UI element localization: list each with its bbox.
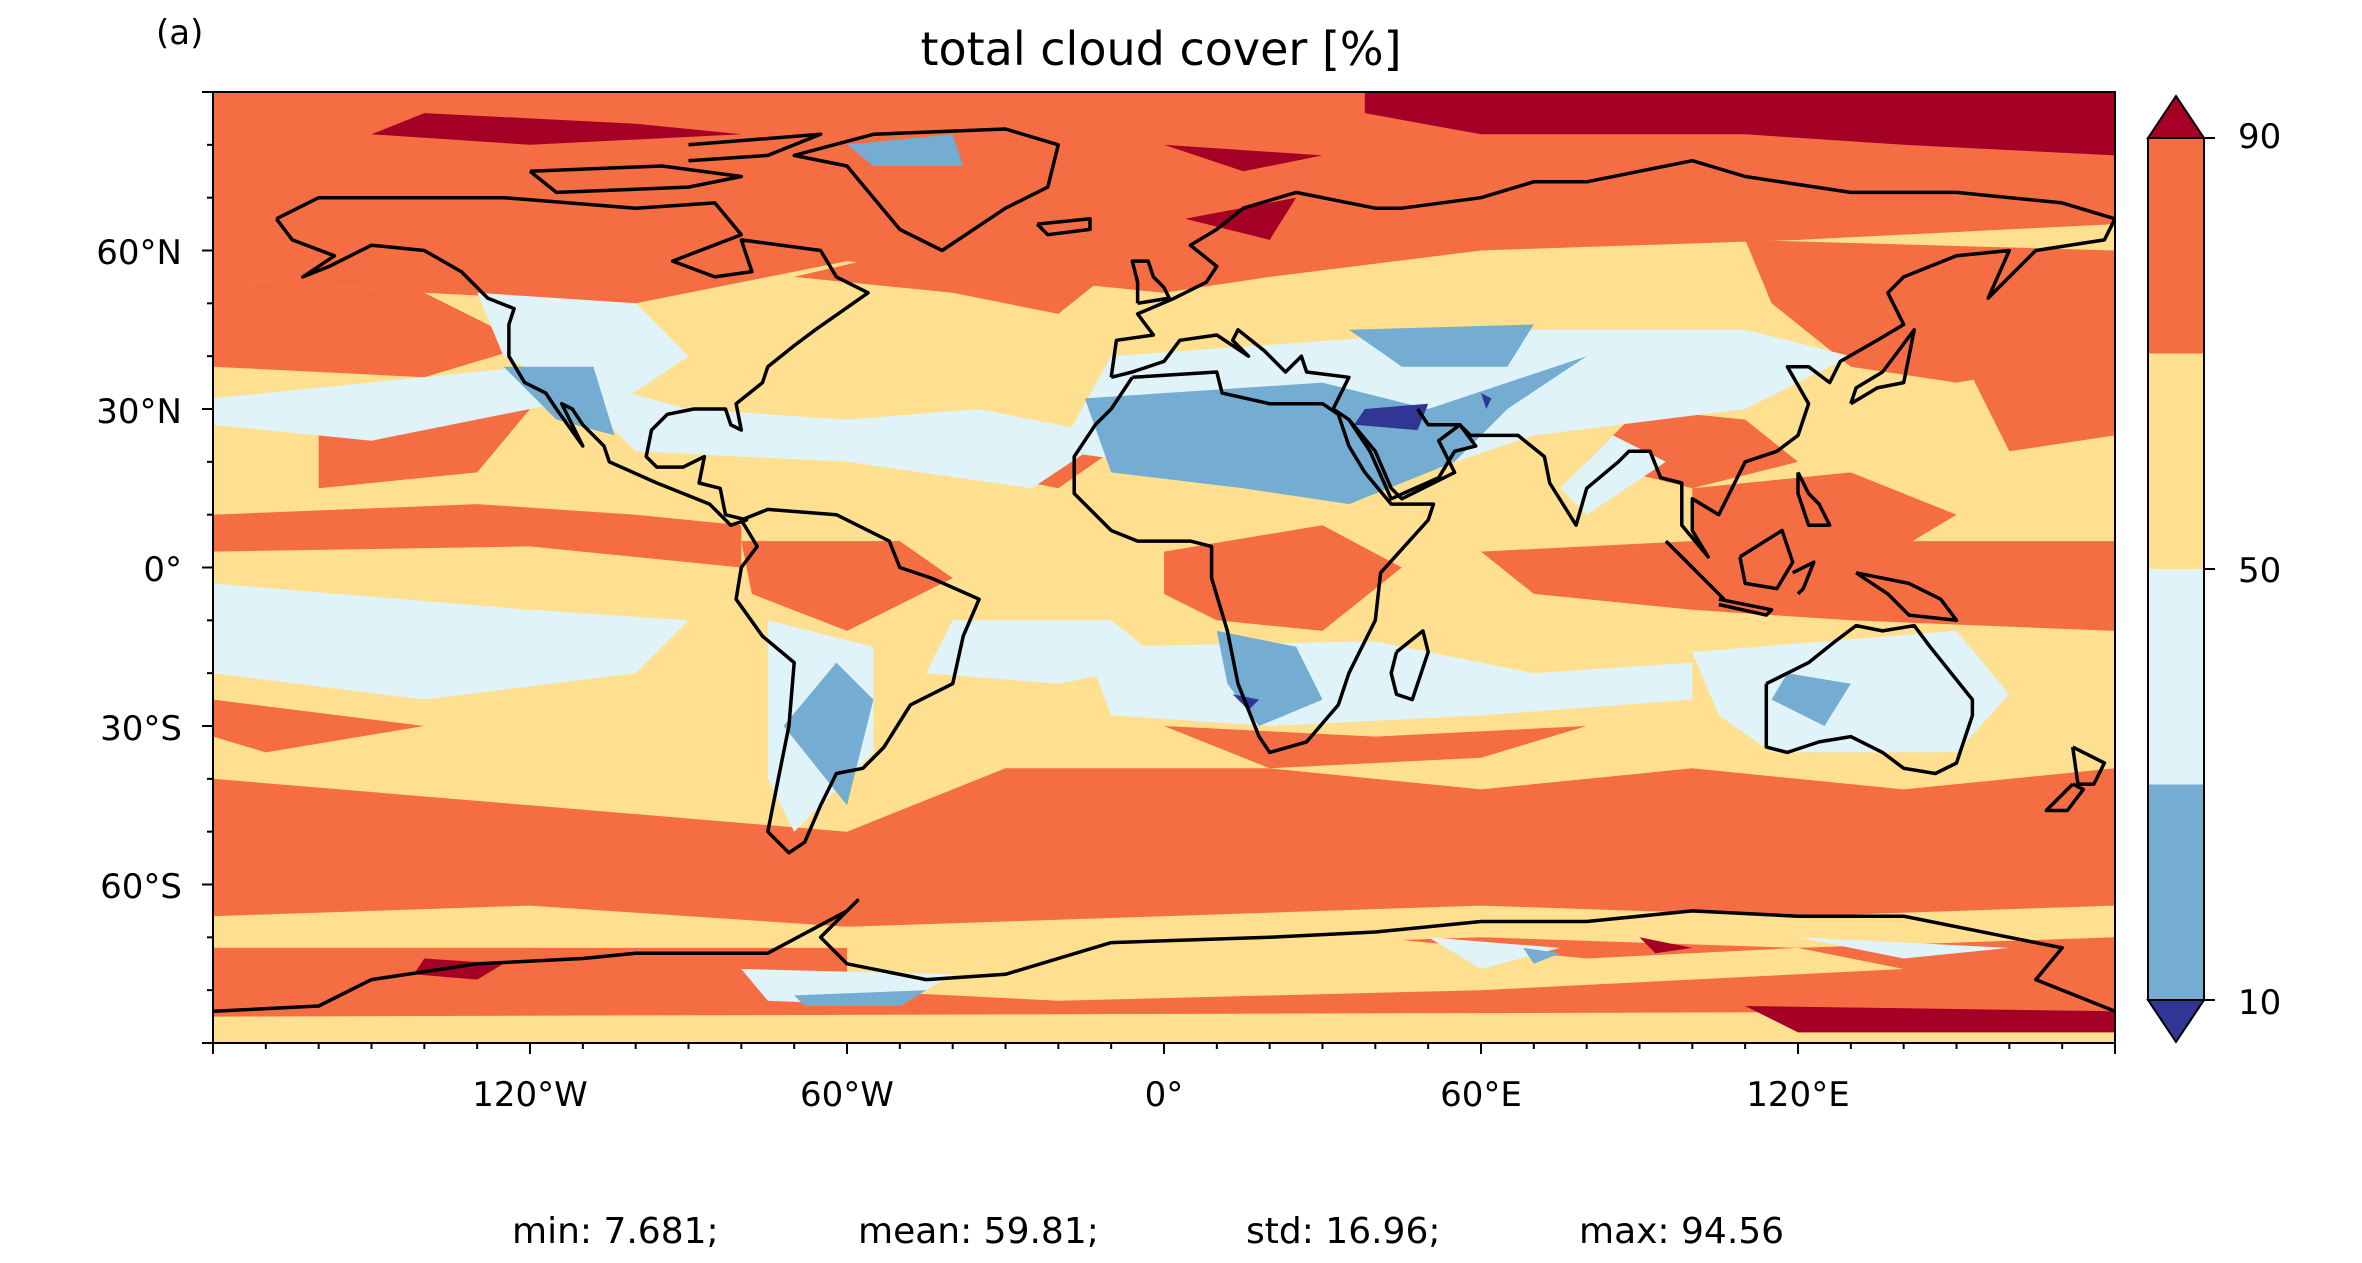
cloud-region: [213, 276, 530, 378]
coastline-segment: [1849, 328, 1916, 406]
cloud-region: [847, 937, 1904, 1001]
coastline-segment: [2070, 745, 2107, 786]
coastline-segment: [1072, 370, 1436, 755]
colorbar: [2146, 94, 2215, 1044]
cloud-region: [1164, 144, 1323, 172]
stat-mean: mean: 59.81;: [858, 1211, 1099, 1252]
cloud-region: [1164, 726, 1587, 769]
cloud-region: [213, 92, 2115, 304]
cloud-region: [213, 229, 266, 304]
coastlines: [213, 127, 2115, 1014]
cloud-region: [1692, 630, 2010, 753]
cloud-region: [1956, 329, 2115, 452]
cloud-region: [1745, 1006, 2115, 1033]
cloud-region: [1428, 937, 1561, 969]
cloud-region: [503, 366, 615, 436]
colorbar-segment: [2148, 353, 2204, 569]
panel-label: (a): [156, 13, 203, 53]
coastline-segment: [1764, 623, 1975, 776]
colorbar-label-10: 10: [2238, 983, 2281, 1023]
coastline-segment: [1130, 259, 1172, 306]
longitude-ticks: [212, 1043, 2116, 1054]
cloud-region: [1639, 937, 1693, 954]
lat-label-30n: 30°N: [96, 392, 182, 432]
lat-label-0: 0°: [143, 550, 182, 590]
coastline-segment: [1738, 528, 1795, 591]
coastline-segment: [275, 195, 870, 527]
cloud-region: [477, 292, 689, 409]
cloud-region: [213, 1011, 2115, 1043]
coastline-segment: [792, 127, 1061, 253]
map-title: total cloud cover [%]: [920, 22, 1401, 76]
colorbar-segment: [2148, 138, 2204, 354]
coastline-segment: [1347, 408, 1478, 501]
coastline-segment: [1855, 571, 1959, 623]
coastline-segment: [1796, 471, 1832, 527]
map-area: [212, 91, 2116, 1044]
cloud-region: [371, 113, 742, 145]
cloud-region: [1771, 673, 1851, 726]
cloud-region: [213, 366, 1112, 489]
coastline-segment: [1109, 158, 2115, 559]
cloud-region: [213, 905, 2115, 959]
lon-label-120w: 120°W: [472, 1075, 588, 1115]
cloud-region: [1354, 403, 1429, 431]
colorbar-segment: [2148, 784, 2204, 1000]
colorbar-label-90: 90: [2238, 117, 2281, 157]
cloud-field: [213, 92, 2115, 1043]
cloud-region: [794, 239, 1112, 314]
cloud-region: [1798, 937, 2010, 959]
cloud-region: [213, 699, 425, 753]
coastline-segment: [1389, 629, 1430, 702]
colorbar-label-50: 50: [2238, 551, 2281, 591]
lat-label-60s: 60°S: [100, 867, 182, 907]
cloud-region: [794, 990, 927, 1006]
coastline-segment: [1718, 597, 1774, 617]
colorbar-segment: [2148, 569, 2204, 785]
cloud-region: [847, 134, 964, 166]
cloud-region: [1364, 92, 2115, 156]
coastline-segment: [1791, 560, 1816, 596]
cloud-region: [1523, 947, 1561, 964]
coastline-segment: [688, 132, 823, 163]
stat-std: std: 16.96;: [1246, 1211, 1440, 1252]
cloud-region: [1185, 197, 1297, 240]
coastline-segment: [213, 898, 2115, 1014]
lon-label-60w: 60°W: [800, 1075, 894, 1115]
cloud-region: [1481, 393, 1492, 409]
cloud-region: [213, 583, 689, 700]
cloud-region: [1692, 472, 1957, 594]
colorbar-under-arrow: [2146, 999, 2206, 1044]
cloud-region: [213, 504, 742, 568]
lon-label-60e: 60°E: [1440, 1075, 1522, 1115]
cloud-region: [1560, 435, 1666, 515]
lon-label-120e: 120°E: [1746, 1075, 1849, 1115]
cloud-region: [1084, 356, 1587, 505]
stat-max: max: 94.56: [1579, 1211, 1784, 1252]
coastline-segment: [1035, 217, 1092, 237]
cloud-region: [1164, 525, 1402, 631]
coastline-segment: [528, 164, 744, 195]
lon-label-0: 0°: [1145, 1075, 1184, 1115]
stat-min: min: 7.681;: [512, 1211, 719, 1252]
lat-label-60n: 60°N: [96, 233, 182, 273]
latitude-ticks: [202, 91, 213, 1044]
cloud-region: [1348, 324, 1534, 367]
coastline-segment: [2044, 782, 2086, 813]
colorbar-over-arrow: [2146, 94, 2206, 139]
lat-label-30s: 30°S: [100, 709, 182, 749]
coastline-segment: [734, 507, 981, 855]
